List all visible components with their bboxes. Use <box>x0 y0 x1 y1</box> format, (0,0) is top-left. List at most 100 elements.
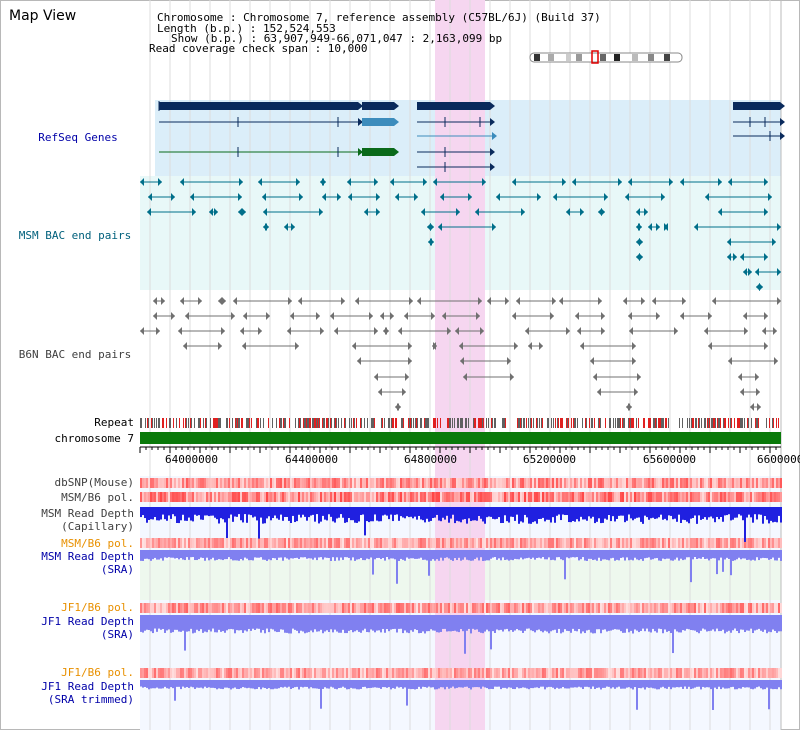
msm-bac-pair-end-icon <box>755 268 759 276</box>
jf1-b6-pol-strip <box>568 603 570 613</box>
jf1-b6-pol-trim-strip <box>664 668 666 678</box>
jf1-b6-pol-trim-strip <box>604 668 606 678</box>
msm-b6-pol-sra-strip <box>160 538 162 548</box>
jf1-b6-pol-trim-strip <box>436 668 438 678</box>
b6n-bac-pair-end-icon <box>628 403 632 411</box>
jf1-b6-pol-strip <box>464 603 466 613</box>
jf1-b6-pol-trim-strip <box>202 668 204 678</box>
msm-b6-pol-strip <box>184 492 186 502</box>
b6n-bac-pair-end-icon <box>704 327 708 335</box>
jf1-sra-depth-bar <box>638 615 640 633</box>
msm-capillary-depth-bar <box>406 507 408 517</box>
msm-b6-pol-sra-strip <box>454 538 456 548</box>
track-label-refseq[interactable]: RefSeq Genes <box>38 131 118 144</box>
jf1-trimmed-depth-bar <box>222 680 224 690</box>
msm-b6-pol-strip <box>754 492 756 502</box>
jf1-b6-pol-trim-strip <box>346 668 348 678</box>
repeat-element <box>717 418 718 428</box>
dbsnp-strip <box>496 478 498 488</box>
dbsnp-strip <box>758 478 760 488</box>
msm-capillary-depth-bar <box>460 507 462 523</box>
track-label-b6n-bac[interactable]: B6N BAC end pairs <box>18 348 132 361</box>
repeat-element <box>258 418 259 428</box>
repeat-element <box>373 418 374 428</box>
repeat-element <box>309 418 310 428</box>
refseq-transcript-strand-icon <box>490 118 495 126</box>
jf1-b6-pol-trim-strip <box>196 668 198 678</box>
msm-sra-depth-bar <box>216 550 218 560</box>
jf1-sra-depth-bar <box>152 615 154 634</box>
msm-capillary-depth-bar <box>362 507 364 515</box>
jf1-b6-pol-strip <box>258 603 260 613</box>
msm-b6-pol-sra-strip <box>404 538 406 548</box>
msm-bac-pair-end-icon <box>604 193 608 201</box>
msm-b6-pol-strip <box>608 492 610 502</box>
repeat-element <box>558 418 559 428</box>
jf1-b6-pol-strip <box>328 603 330 613</box>
msm-b6-pol-sra-strip <box>778 538 780 548</box>
jf1-sra-depth-bar <box>520 615 522 631</box>
repeat-element <box>592 418 593 428</box>
msm-b6-pol-sra-strip <box>366 538 368 548</box>
dbsnp-strip <box>342 478 344 488</box>
jf1-sra-depth-bar <box>174 615 176 630</box>
dbsnp-strip <box>144 478 146 488</box>
repeat-element <box>696 418 697 428</box>
msm-b6-pol-strip <box>730 492 732 502</box>
msm-b6-pol-sra-strip <box>306 538 308 548</box>
msm-b6-pol-sra-strip <box>732 538 734 548</box>
msm-b6-pol-sra-strip <box>140 538 142 548</box>
jf1-trimmed-depth-bar <box>584 680 586 687</box>
repeat-element <box>345 418 346 428</box>
msm-b6-pol-sra-strip <box>664 538 666 548</box>
msm-b6-pol-strip <box>706 492 708 502</box>
msm-b6-pol-strip <box>260 492 262 502</box>
msm-capillary-depth-bar <box>438 507 440 521</box>
jf1-b6-pol-trim-strip <box>636 668 638 678</box>
b6n-bac-pair-end-icon <box>390 312 394 320</box>
msm-capillary-depth-bar <box>178 507 180 524</box>
msm-sra-depth-bar <box>144 550 146 559</box>
msm-b6-pol-sra-strip <box>500 538 502 548</box>
msm-capillary-depth-bar <box>768 507 770 524</box>
jf1-sra-depth-bar <box>302 615 304 632</box>
msm-b6-pol-sra-strip <box>526 538 528 548</box>
jf1-b6-pol-strip <box>532 603 534 613</box>
jf1-sra-depth-bar <box>250 615 252 631</box>
msm-bac-pair-end-icon <box>147 208 151 216</box>
msm-b6-pol-sra-strip <box>486 538 488 548</box>
dbsnp-strip <box>258 478 260 488</box>
msm-bac-pair-end-icon <box>364 208 368 216</box>
jf1-sra-depth-bar <box>184 615 186 651</box>
b6n-bac-pair-end-icon <box>550 312 554 320</box>
msm-b6-pol-strip <box>146 492 148 502</box>
msm-b6-pol-strip <box>676 492 678 502</box>
repeat-element <box>170 418 171 428</box>
track-label-msm-bac[interactable]: MSM BAC end pairs <box>18 229 132 242</box>
msm-b6-pol-sra-strip <box>666 538 668 548</box>
msm-b6-pol-strip <box>506 492 508 502</box>
msm-b6-pol-strip <box>752 492 754 502</box>
msm-bac-pair-end-icon <box>727 238 731 246</box>
jf1-sra-depth-bar <box>596 615 598 630</box>
msm-b6-pol-sra-strip <box>642 538 644 548</box>
msm-capillary-depth-bar <box>148 507 150 520</box>
dbsnp-strip <box>708 478 710 488</box>
msm-b6-pol-sra-strip <box>410 538 412 548</box>
msm-b6-pol-sra-strip <box>594 538 596 548</box>
jf1-trimmed-depth-bar <box>430 680 432 688</box>
msm-capillary-depth-bar <box>254 507 256 517</box>
b6n-bac-pair-end-icon <box>198 297 202 305</box>
msm-b6-pol-sra-strip <box>430 538 432 548</box>
jf1-sra-depth-bar <box>528 615 530 629</box>
msm-sra-depth-bar <box>466 550 468 560</box>
msm-b6-pol-sra-strip <box>302 538 304 548</box>
jf1-sra-depth-bar <box>552 615 554 631</box>
jf1-b6-pol-trim-strip <box>746 668 748 678</box>
repeat-element <box>173 418 174 428</box>
msm-sra-depth-bar <box>638 550 640 561</box>
msm-b6-pol-sra-strip <box>258 538 260 548</box>
dbsnp-strip <box>470 478 472 488</box>
msm-sra-depth-bar <box>178 550 180 560</box>
